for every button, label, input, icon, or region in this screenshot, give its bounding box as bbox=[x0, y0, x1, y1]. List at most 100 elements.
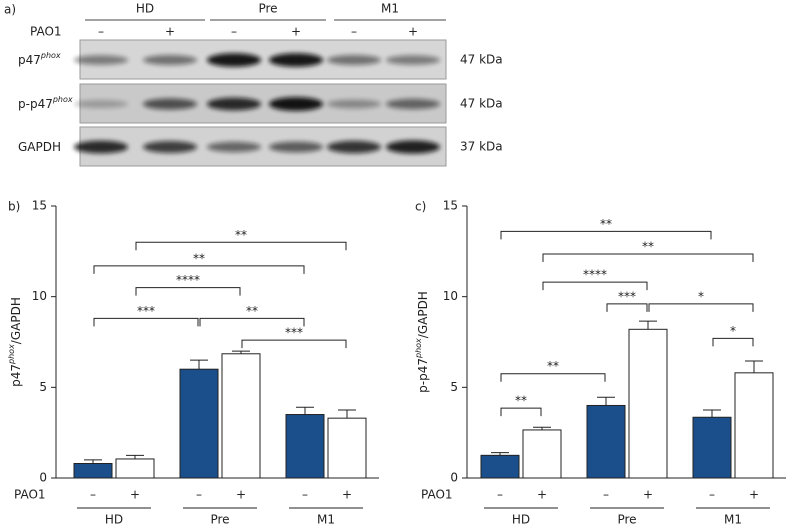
y-axis-label-part: phox bbox=[7, 344, 16, 365]
blot-band bbox=[269, 97, 323, 111]
treatment-sign: – bbox=[98, 25, 104, 39]
row-label: p-p47phox bbox=[18, 95, 73, 111]
blot-band bbox=[327, 99, 381, 109]
treatment-sign: – bbox=[603, 488, 609, 502]
y-tick-label: 10 bbox=[32, 289, 47, 303]
significance-bracket bbox=[135, 241, 347, 251]
x-tick-label: HD bbox=[512, 513, 530, 527]
significance-label: ** bbox=[235, 228, 247, 242]
blot-band bbox=[327, 55, 381, 65]
y-axis-label: p47phox/GAPDH bbox=[7, 297, 23, 387]
x-row-label: PAO1 bbox=[14, 488, 46, 502]
row-label-part: GAPDH bbox=[18, 140, 61, 154]
y-tick-label: 10 bbox=[443, 289, 458, 303]
treatment-sign: + bbox=[236, 488, 246, 502]
blot-band bbox=[269, 53, 323, 67]
row-label-part: p47 bbox=[18, 53, 41, 67]
row-label: p47phox bbox=[18, 51, 61, 67]
bar bbox=[327, 417, 367, 479]
bar bbox=[692, 416, 732, 479]
treatment-sign: – bbox=[231, 25, 237, 39]
significance-label: * bbox=[698, 289, 704, 303]
row-label-part: p-p47 bbox=[18, 97, 53, 111]
x-tick-label: M1 bbox=[317, 513, 335, 527]
y-tick-label: 15 bbox=[32, 199, 47, 213]
blot-band bbox=[386, 98, 440, 110]
panel-label: c) bbox=[415, 200, 426, 214]
bar bbox=[73, 462, 113, 479]
treatment-sign: – bbox=[351, 25, 357, 39]
treatment-sign: – bbox=[196, 488, 202, 502]
blot-strip bbox=[79, 83, 447, 124]
significance-bracket bbox=[135, 287, 241, 296]
treatment-sign: + bbox=[291, 25, 301, 39]
treatment-sign: – bbox=[709, 488, 715, 502]
significance-bracket bbox=[712, 337, 754, 347]
blot-band bbox=[143, 141, 197, 153]
blot-band bbox=[386, 140, 440, 154]
y-axis-label-part: /GAPDH bbox=[416, 291, 430, 338]
treatment-sign: – bbox=[302, 488, 308, 502]
significance-label: ** bbox=[515, 394, 527, 408]
blot-band bbox=[74, 100, 128, 108]
blot-band bbox=[74, 140, 128, 154]
significance-label: * bbox=[730, 324, 736, 338]
treatment-sign: – bbox=[497, 488, 503, 502]
x-tick-label: Pre bbox=[210, 513, 229, 527]
row-label-part: phox bbox=[52, 95, 73, 104]
significance-bracket bbox=[500, 373, 606, 382]
significance-label: *** bbox=[618, 289, 636, 303]
row-label: GAPDH bbox=[18, 140, 61, 154]
significance-bracket bbox=[500, 407, 542, 417]
x-tick-label: M1 bbox=[724, 513, 742, 527]
blot-strip bbox=[79, 126, 447, 167]
row-label-part: phox bbox=[40, 51, 61, 60]
y-axis-label-part: phox bbox=[414, 338, 423, 359]
treatment-sign: + bbox=[342, 488, 352, 502]
significance-label: ** bbox=[193, 251, 205, 265]
treatment-sign: + bbox=[749, 488, 759, 502]
significance-bracket bbox=[606, 303, 648, 312]
bar bbox=[522, 429, 562, 479]
y-tick-label: 0 bbox=[450, 471, 458, 485]
x-tick-label: Pre bbox=[617, 513, 636, 527]
significance-bracket bbox=[93, 265, 305, 274]
bar bbox=[586, 404, 626, 479]
y-tick-label: 15 bbox=[443, 199, 458, 213]
x-row-label: PAO1 bbox=[421, 488, 453, 502]
bar bbox=[285, 414, 325, 479]
bar bbox=[480, 454, 520, 479]
significance-bracket bbox=[241, 339, 347, 349]
significance-label: *** bbox=[137, 304, 155, 318]
blot-band bbox=[143, 55, 197, 65]
significance-label: **** bbox=[583, 268, 607, 282]
significance-label: ** bbox=[547, 359, 559, 373]
significance-label: ** bbox=[642, 240, 654, 254]
y-axis-label-part: /GAPDH bbox=[9, 297, 23, 344]
significance-bracket bbox=[93, 317, 199, 327]
y-axis-label-part: p-p47 bbox=[416, 358, 430, 393]
bar bbox=[115, 458, 155, 479]
blot-band bbox=[207, 97, 261, 111]
significance-label: ** bbox=[600, 217, 612, 231]
row-size: 37 kDa bbox=[460, 140, 503, 154]
panel-label: b) bbox=[8, 200, 20, 214]
row-size: 47 kDa bbox=[460, 97, 503, 111]
treatment-sign: + bbox=[408, 25, 418, 39]
y-axis-label: p-p47phox/GAPDH bbox=[414, 291, 430, 393]
group-label: HD bbox=[136, 2, 154, 16]
treatment-sign: – bbox=[90, 488, 96, 502]
blot-band bbox=[269, 141, 323, 153]
group-label: Pre bbox=[258, 2, 277, 16]
significance-bracket bbox=[542, 281, 648, 291]
treatment-sign: + bbox=[130, 488, 140, 502]
bar bbox=[221, 353, 261, 479]
treatment-sign: + bbox=[537, 488, 547, 502]
treatment-label: PAO1 bbox=[30, 25, 62, 39]
row-size: 47 kDa bbox=[460, 53, 503, 67]
treatment-sign: + bbox=[643, 488, 653, 502]
significance-bracket bbox=[199, 317, 305, 327]
blot-band bbox=[386, 55, 440, 65]
bar bbox=[734, 372, 774, 479]
